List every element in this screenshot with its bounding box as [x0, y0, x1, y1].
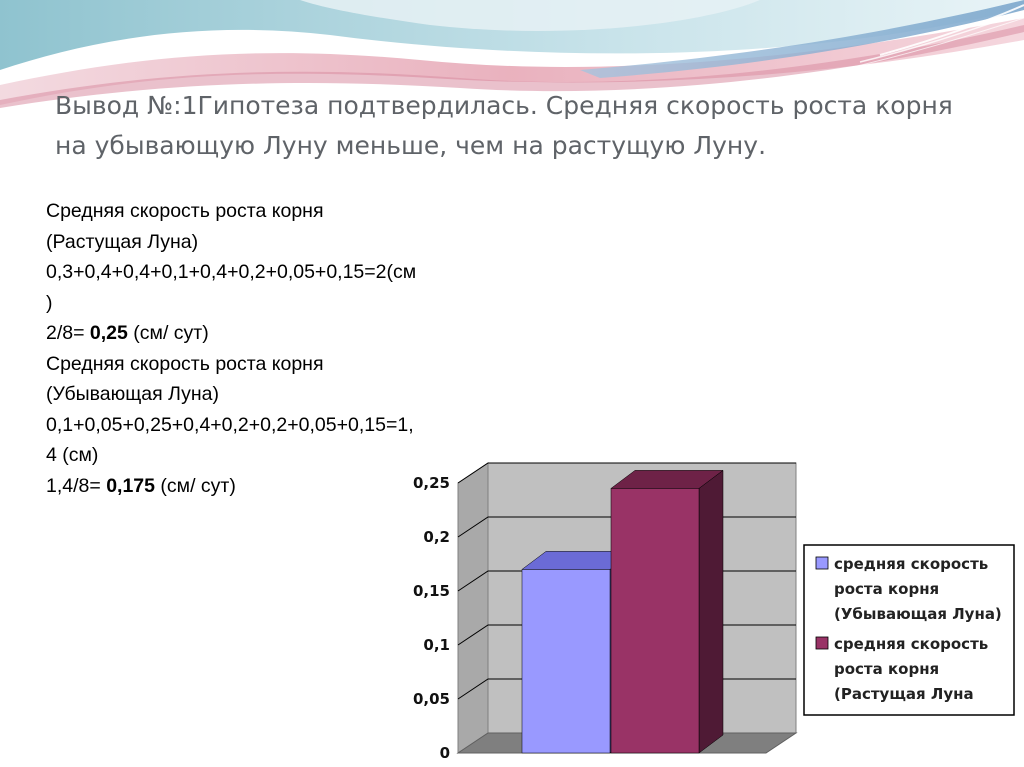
chart-side-wall — [457, 462, 489, 754]
slide-title: Вывод №:1Гипотеза подтвердилась. Средняя… — [55, 91, 953, 160]
text-line-5-value: 0,25 — [89, 322, 128, 344]
y-tick-label: 0,25 — [413, 474, 450, 492]
text-line-10-suffix: (см/ сут) — [155, 474, 236, 497]
y-tick-label: 0,15 — [413, 582, 450, 600]
chart-legend: средняя скорость роста корня (Убывающая Лу… — [803, 544, 1015, 716]
text-line-7: (Убывающая Луна) — [46, 383, 219, 405]
decorative-wave-banner — [0, 0, 1024, 120]
text-line-10-value: 0,175 — [106, 474, 155, 497]
text-line-3: 0,3+0,4+0,4+0,1+0,4+0,2+0,05+0,15=2(см — [46, 261, 417, 283]
legend-label: роста корня — [834, 580, 939, 598]
text-line-1: Средняя скорость роста корня — [46, 200, 324, 222]
bar — [521, 569, 611, 754]
chart-gridline — [457, 462, 796, 484]
text-line-5: 2/8= 0,25 (см/ сут) — [46, 318, 546, 349]
bar — [610, 488, 700, 754]
y-tick-label: 0,05 — [413, 690, 450, 708]
y-tick-label: 0 — [440, 744, 450, 762]
legend-box — [803, 544, 1015, 716]
text-line-8: 0,1+0,05+0,25+0,4+0,2+0,2+0,05+0,15=1, — [46, 413, 414, 436]
legend-label: (Растущая Луна — [834, 685, 974, 703]
legend-label: (Убывающая Луна) — [834, 605, 1002, 623]
text-line-10-prefix: 1,4/8= — [46, 474, 107, 497]
bar-side — [698, 469, 724, 754]
legend-swatch — [815, 636, 829, 650]
chart-bars — [521, 469, 724, 754]
text-line-4: ) — [46, 291, 53, 314]
text-line-5-prefix: 2/8= — [46, 322, 90, 344]
calculation-text: Средняя скорость роста корня (Растущая Л… — [46, 196, 546, 501]
y-tick-label: 0,2 — [423, 528, 450, 546]
text-line-9: 4 (см) — [46, 444, 99, 466]
legend-swatch — [815, 556, 829, 570]
text-line-5-suffix: (см/ сут) — [127, 322, 209, 344]
bar-chart: 0,25 0,2 0,15 0,1 0,05 0 средняя скорость рост… — [413, 462, 1015, 762]
chart-y-axis: 0,25 0,2 0,15 0,1 0,05 0 — [413, 474, 450, 762]
y-tick-label: 0,1 — [423, 636, 450, 654]
text-line-6: Средняя скорость роста корня — [46, 352, 324, 375]
legend-label: роста корня — [834, 660, 939, 678]
text-line-2: (Растущая Луна) — [46, 230, 199, 253]
legend-label: средняя скорость — [834, 635, 988, 653]
text-line-10: 1,4/8= 0,175 (см/ сут) — [46, 471, 546, 502]
legend-label: средняя скорость — [834, 555, 988, 573]
